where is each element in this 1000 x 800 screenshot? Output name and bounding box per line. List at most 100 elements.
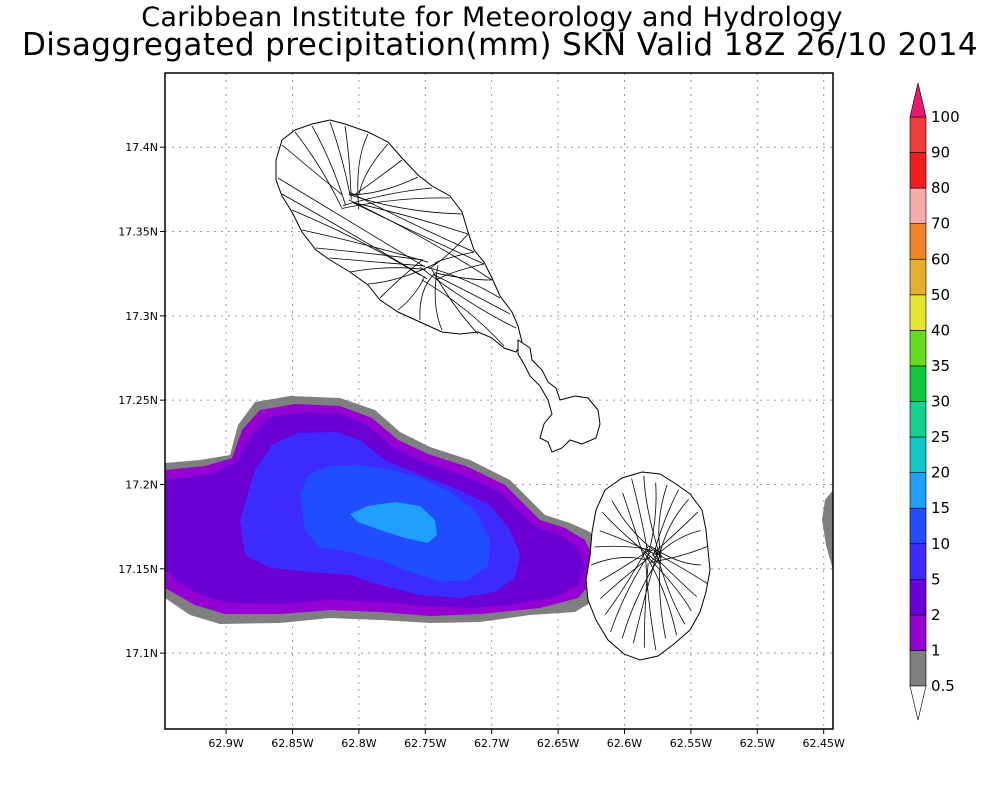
colorbar-label: 10 — [931, 535, 950, 553]
colorbar-label: 70 — [931, 215, 950, 233]
lon-tick-label: 62.65W — [537, 737, 579, 750]
drainage-line — [652, 489, 679, 557]
drainage-line — [631, 478, 648, 553]
drainage-line — [658, 499, 689, 560]
drainage-line — [315, 247, 424, 261]
drainage-line — [277, 177, 426, 268]
colorbar-label: 80 — [931, 179, 950, 197]
colorbar-swatch — [909, 365, 927, 402]
lon-tick-label: 62.45W — [803, 737, 845, 750]
drainage-line — [434, 251, 475, 264]
colorbar-swatch — [909, 258, 927, 296]
drainage-line — [294, 131, 342, 208]
drainage-line — [621, 556, 661, 639]
lat-tick-label: 17.4N — [125, 141, 158, 154]
colorbar-label: 2 — [931, 606, 941, 624]
precip-contour-0.5-east — [822, 490, 833, 570]
lon-tick-label: 62.9W — [208, 737, 243, 750]
plot-frame — [164, 72, 834, 730]
colorbar-label: 40 — [931, 321, 950, 339]
drainage-line — [622, 492, 646, 560]
drainage-line — [311, 125, 347, 206]
lon-tick-label: 62.7W — [474, 737, 509, 750]
st-kitts-island — [275, 119, 601, 453]
colorbar-swatch — [909, 330, 927, 367]
lat-tick-label: 17.35N — [118, 226, 158, 239]
drainage-line — [659, 555, 667, 639]
drainage-line — [599, 549, 651, 582]
drainage-line — [611, 500, 659, 554]
colorbar-bottom-arrow — [909, 685, 927, 721]
drainage-line — [329, 257, 425, 267]
drainage-line — [650, 545, 709, 563]
lon-tick-label: 62.55W — [670, 737, 712, 750]
drainage-line — [654, 547, 686, 625]
latitude-axis: 17.4N 17.35N 17.3N 17.25N 17.2N 17.15N 17.1N — [118, 141, 165, 660]
colorbar-swatch — [909, 614, 927, 651]
drainage-line — [341, 197, 451, 209]
drainage-line — [433, 274, 511, 315]
drainage-line — [353, 202, 485, 265]
lat-tick-label: 17.1N — [125, 647, 158, 660]
drainage-line — [426, 266, 501, 299]
colorbar-label: 5 — [931, 570, 941, 588]
colorbar-swatch — [909, 401, 927, 438]
drainage-line — [431, 269, 479, 335]
drainage-line — [434, 272, 493, 281]
drainage-line — [348, 199, 493, 281]
colorbar-swatch — [909, 543, 927, 580]
colorbar-label: 90 — [931, 144, 950, 162]
drainage-line — [397, 276, 425, 311]
drainage-line — [281, 144, 343, 196]
drainage-line — [379, 260, 422, 299]
nevis-island — [585, 471, 711, 661]
colorbar-swatch — [909, 294, 927, 331]
colorbar-label: 100 — [931, 108, 960, 126]
lon-tick-label: 62.6W — [607, 737, 642, 750]
lat-tick-label: 17.15N — [118, 563, 158, 576]
drainage-line — [357, 133, 369, 210]
lon-tick-label: 62.8W — [341, 737, 376, 750]
lat-tick-label: 17.3N — [125, 310, 158, 323]
colorbar-label: 25 — [931, 428, 950, 446]
drainage-line — [281, 193, 427, 279]
colorbar-label: 60 — [931, 250, 950, 268]
lon-tick-label: 62.75W — [404, 737, 446, 750]
colorbar-label: 35 — [931, 357, 950, 375]
drainage-line — [643, 475, 661, 558]
colorbar-label: 50 — [931, 286, 950, 304]
drainage-line — [600, 555, 652, 600]
drainage-line — [428, 233, 469, 270]
drainage-line — [632, 548, 659, 644]
drainage-line — [367, 262, 438, 285]
drainage-line — [590, 557, 645, 566]
longitude-axis: 62.9W 62.85W 62.8W 62.75W 62.7W 62.65W 62.6W 62… — [208, 729, 845, 750]
drainage-line — [643, 563, 649, 648]
colorbar-label: 0.5 — [931, 677, 955, 695]
colorbar-label: 15 — [931, 499, 950, 517]
drainage-line — [355, 202, 469, 235]
drainage-line — [651, 553, 697, 598]
colorbar-swatch — [909, 579, 927, 616]
colorbar-label: 20 — [931, 464, 950, 482]
lat-tick-label: 17.2N — [125, 478, 158, 491]
precip-contour-15 — [350, 502, 437, 543]
drainage-line — [610, 549, 653, 633]
colorbar-top-arrow — [909, 82, 927, 118]
drainage-line — [329, 121, 351, 195]
drainage-line — [353, 159, 403, 196]
drainage-line — [649, 530, 701, 564]
drainage-line — [419, 266, 517, 329]
drainage-line — [653, 511, 699, 553]
colorbar-swatch — [909, 152, 927, 189]
drainage-line — [594, 545, 653, 551]
drainage-line — [344, 125, 352, 200]
drainage-line — [342, 187, 433, 206]
lon-tick-label: 62.5W — [740, 737, 775, 750]
drainage-line — [421, 279, 505, 347]
drainage-line — [658, 484, 668, 558]
colorbar-swatch — [909, 116, 927, 153]
drainage-line — [291, 209, 421, 276]
